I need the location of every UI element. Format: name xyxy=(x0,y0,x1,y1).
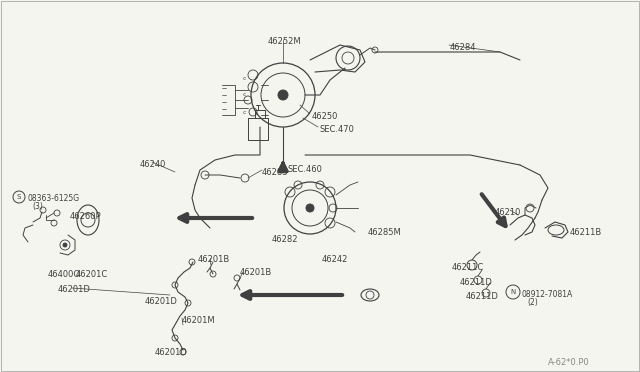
Text: S: S xyxy=(17,194,21,200)
Text: 46240: 46240 xyxy=(140,160,166,169)
Text: 46211C: 46211C xyxy=(452,263,484,272)
Text: 46211B: 46211B xyxy=(570,228,602,237)
Text: 46201B: 46201B xyxy=(198,255,230,264)
Text: 46201D: 46201D xyxy=(58,285,91,294)
Text: 46284: 46284 xyxy=(450,43,477,52)
Circle shape xyxy=(306,204,314,212)
Text: c: c xyxy=(243,109,246,115)
Text: 08912-7081A: 08912-7081A xyxy=(522,290,573,299)
Text: (2): (2) xyxy=(527,298,538,307)
Text: N: N xyxy=(510,289,516,295)
Text: 46283: 46283 xyxy=(262,168,289,177)
Text: 46242: 46242 xyxy=(322,255,348,264)
Text: 46282: 46282 xyxy=(272,235,298,244)
Text: c: c xyxy=(243,76,246,80)
Text: SEC.460: SEC.460 xyxy=(287,165,322,174)
Circle shape xyxy=(63,243,67,247)
Text: 46211D: 46211D xyxy=(466,292,499,301)
Text: 46201M: 46201M xyxy=(182,316,216,325)
Text: 08363-6125G: 08363-6125G xyxy=(28,194,80,203)
Text: 46400O: 46400O xyxy=(48,270,81,279)
Text: 46210: 46210 xyxy=(495,208,522,217)
Text: 46201B: 46201B xyxy=(240,268,272,277)
Text: 46252M: 46252M xyxy=(268,37,301,46)
Circle shape xyxy=(278,90,288,100)
Text: 46250: 46250 xyxy=(312,112,339,121)
Text: 46201D: 46201D xyxy=(145,297,178,306)
Text: 46201C: 46201C xyxy=(76,270,108,279)
Text: 46260P: 46260P xyxy=(70,212,102,221)
Text: 46211D: 46211D xyxy=(460,278,493,287)
Text: 46201D: 46201D xyxy=(155,348,188,357)
Text: 46285M: 46285M xyxy=(368,228,402,237)
Text: (3): (3) xyxy=(32,202,43,211)
Text: SEC.470: SEC.470 xyxy=(320,125,355,134)
Text: c: c xyxy=(243,93,246,97)
Text: A-62*0.P0: A-62*0.P0 xyxy=(548,358,589,367)
